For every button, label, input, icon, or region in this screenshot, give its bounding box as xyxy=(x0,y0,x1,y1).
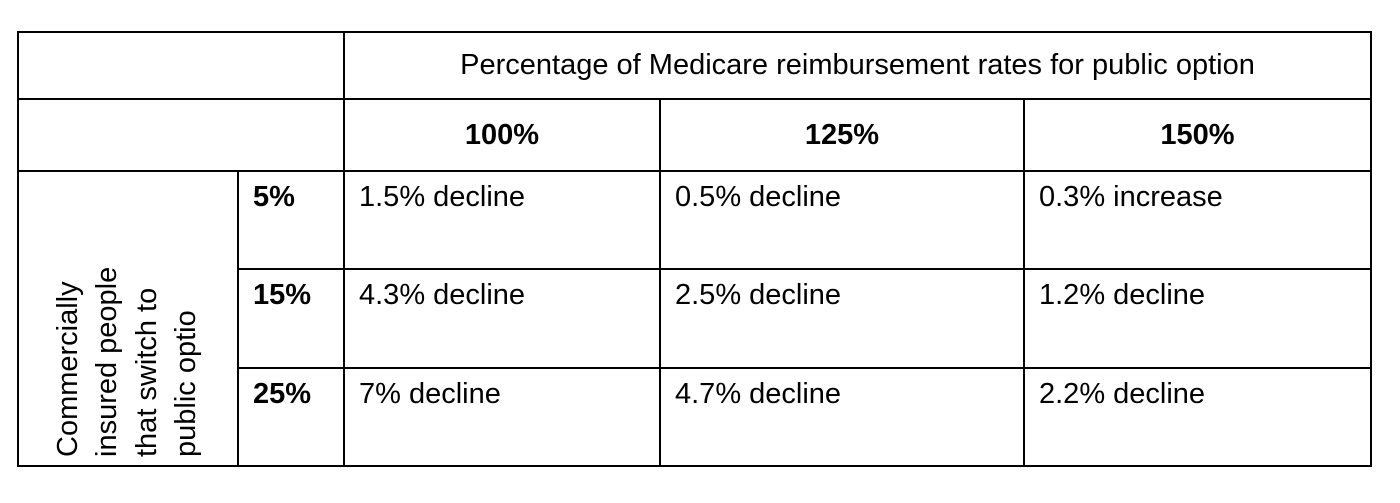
table-title: Percentage of Medicare reimbursement rat… xyxy=(343,31,1372,100)
cell-25pct-100pct: 7% decline xyxy=(343,367,661,467)
cell-5pct-100pct: 1.5% decline xyxy=(343,170,661,270)
row-axis-label-line-4: public optio xyxy=(170,309,203,457)
column-header-100: 100% xyxy=(343,98,661,172)
cell-25pct-125pct: 4.7% decline xyxy=(659,367,1025,467)
cell-15pct-150pct: 1.2% decline xyxy=(1023,268,1372,369)
cell-5pct-125pct: 0.5% decline xyxy=(659,170,1025,270)
row-header-15pct: 15% xyxy=(237,268,345,369)
row-axis-label: Commercially insured people that switch … xyxy=(49,181,207,457)
column-header-150: 150% xyxy=(1023,98,1372,172)
empty-corner xyxy=(17,31,345,100)
row-header-5pct: 5% xyxy=(237,170,345,270)
row-header-25pct: 25% xyxy=(237,367,345,467)
row-axis-label-line-3: that switch to xyxy=(131,287,163,457)
row-axis-label-cell: Commercially insured people that switch … xyxy=(17,170,239,467)
empty-corner-2 xyxy=(17,98,345,172)
column-header-125: 125% xyxy=(659,98,1025,172)
cell-5pct-150pct: 0.3% increase xyxy=(1023,170,1372,270)
cell-25pct-150pct: 2.2% decline xyxy=(1023,367,1372,467)
row-axis-label-line-1: Commercially xyxy=(52,280,85,457)
cell-15pct-100pct: 4.3% decline xyxy=(343,268,661,369)
medicare-public-option-table: Percentage of Medicare reimbursement rat… xyxy=(17,31,1372,467)
cell-15pct-125pct: 2.5% decline xyxy=(659,268,1025,369)
row-axis-label-line-2: insured people xyxy=(91,266,124,457)
